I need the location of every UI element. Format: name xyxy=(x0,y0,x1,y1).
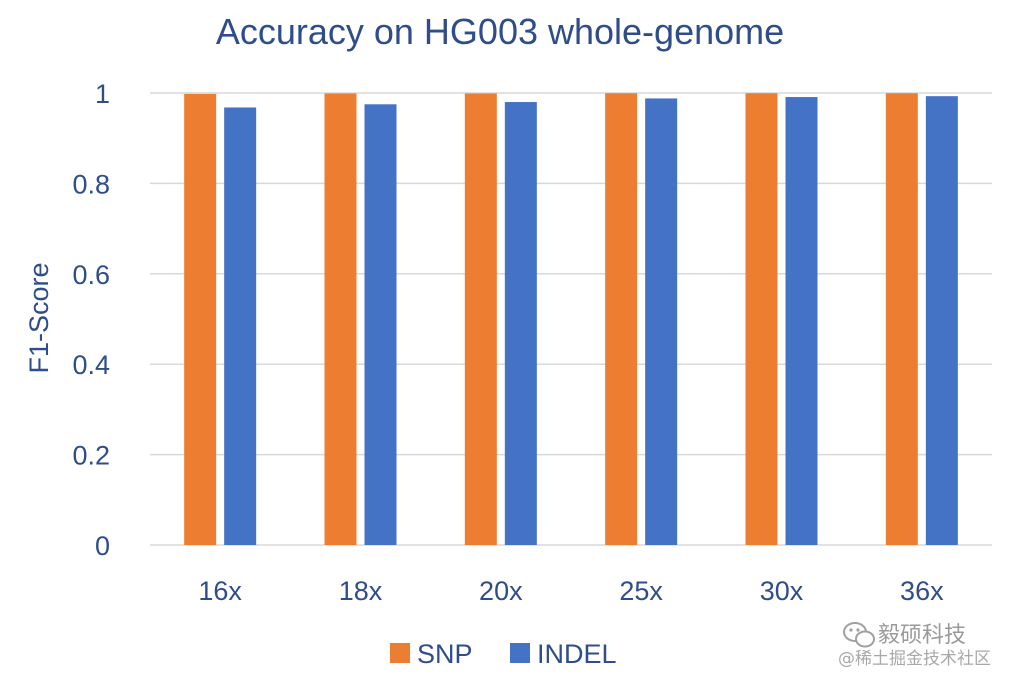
bar-snp-36x xyxy=(885,93,918,545)
bar-indel-18x xyxy=(364,104,397,546)
y-tick-label: 0.4 xyxy=(72,350,110,380)
watermark: 毅硕科技 @稀土掘金技术社区 xyxy=(838,622,991,669)
wechat-icon xyxy=(843,622,875,648)
chart-title: Accuracy on HG003 whole-genome xyxy=(216,11,784,52)
bars xyxy=(184,93,958,546)
bar-indel-25x xyxy=(645,98,678,545)
x-tick-label: 36x xyxy=(900,576,944,606)
legend-swatch-snp xyxy=(390,643,410,663)
bar-indel-30x xyxy=(785,97,818,546)
legend-label-snp: SNP xyxy=(417,639,473,669)
y-tick-label: 0.6 xyxy=(72,260,110,290)
gridlines xyxy=(150,92,992,546)
bar-indel-36x xyxy=(925,96,958,545)
legend-label-indel: INDEL xyxy=(537,639,617,669)
y-tick-label: 1 xyxy=(95,79,110,109)
x-tick-label: 30x xyxy=(760,576,804,606)
y-axis-title: F1-Score xyxy=(24,262,54,373)
watermark-name: 毅硕科技 xyxy=(878,623,966,648)
legend-swatch-indel xyxy=(510,643,530,663)
bar-indel-16x xyxy=(224,107,257,546)
y-axis-ticks: 0 0.2 0.4 0.6 0.8 1 xyxy=(72,79,110,561)
bar-snp-18x xyxy=(324,93,357,546)
bar-snp-20x xyxy=(464,93,497,546)
x-tick-label: 25x xyxy=(619,576,663,606)
bar-snp-25x xyxy=(605,93,638,545)
x-tick-label: 18x xyxy=(339,576,383,606)
bar-snp-30x xyxy=(745,93,778,545)
y-tick-label: 0 xyxy=(95,531,110,561)
x-tick-label: 20x xyxy=(479,576,523,606)
bar-snp-16x xyxy=(184,93,217,546)
watermark-subtitle: @稀土掘金技术社区 xyxy=(838,649,991,669)
y-tick-label: 0.2 xyxy=(72,441,110,471)
legend: SNP INDEL xyxy=(390,639,617,669)
x-axis-ticks: 16x 18x 20x 25x 30x 36x xyxy=(198,576,944,606)
bar-indel-20x xyxy=(504,102,537,545)
x-tick-label: 16x xyxy=(198,576,242,606)
y-tick-label: 0.8 xyxy=(72,169,110,199)
